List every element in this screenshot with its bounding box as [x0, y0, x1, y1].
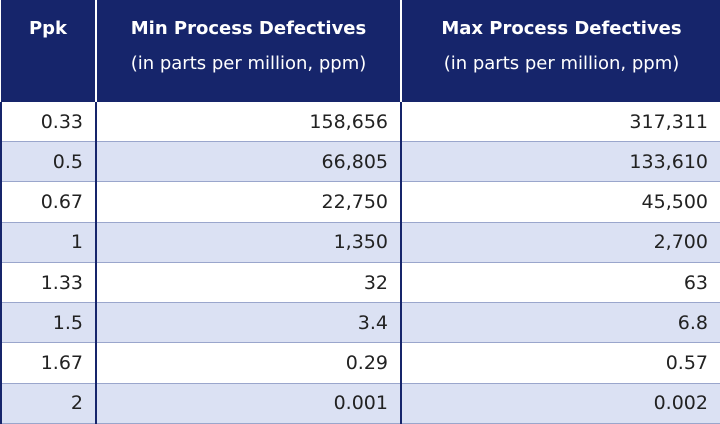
header-title: Max Process Defectives [441, 18, 682, 39]
table-cell: 66,805 [95, 141, 402, 183]
header-title: Ppk [28, 18, 68, 39]
table-cell: 1.67 [0, 342, 97, 384]
table-body: 0.33 158,656 317,311 0.5 66,805 133,610 0.67 22… [0, 102, 720, 424]
header-cell: Min Process Defectives (in parts per mill… [96, 0, 402, 102]
table-row: 0.5 66,805 133,610 [0, 141, 720, 183]
table-cell: 158,656 [95, 102, 402, 143]
table-cell: 0.5 [0, 141, 97, 183]
table-row: 0.67 22,750 45,500 [0, 181, 720, 223]
table-row: 2 0.001 0.002 [0, 383, 720, 424]
table-cell: 2 [0, 383, 97, 424]
table-row: 1.33 32 63 [0, 262, 720, 304]
header-subtitle: (in parts per million, ppm) [443, 53, 680, 74]
table-cell: 0.29 [95, 342, 402, 384]
table-cell: 45,500 [400, 181, 720, 223]
table-cell: 22,750 [95, 181, 402, 223]
table-cell: 0.002 [400, 383, 720, 424]
table-cell: 1,350 [95, 222, 402, 263]
table-cell: 317,311 [400, 102, 720, 143]
header-cell: Max Process Defectives (in parts per mill… [401, 0, 720, 102]
table-cell: 2,700 [400, 222, 720, 263]
table-cell: 3.4 [95, 302, 402, 344]
table-row: 1.67 0.29 0.57 [0, 342, 720, 384]
header-title: Min Process Defectives [130, 18, 367, 39]
table-cell: 0.001 [95, 383, 402, 424]
table-cell: 1.5 [0, 302, 97, 344]
table-cell: 133,610 [400, 141, 720, 183]
table-cell: 32 [95, 262, 402, 304]
table-row: 1 1,350 2,700 [0, 222, 720, 263]
table-cell: 0.33 [0, 102, 97, 143]
table-cell: 1.33 [0, 262, 97, 304]
header-cell: Ppk [1, 0, 97, 102]
table-cell: 0.67 [0, 181, 97, 223]
table-row: 0.33 158,656 317,311 [0, 102, 720, 143]
header-row: Ppk Min Process Defectives (in parts per m… [1, 0, 720, 102]
table-cell: 63 [400, 262, 720, 304]
table-cell: 6.8 [400, 302, 720, 344]
table-cell: 1 [0, 222, 97, 263]
header-subtitle: (in parts per million, ppm) [130, 53, 367, 74]
table-row: 1.5 3.4 6.8 [0, 302, 720, 344]
table-cell: 0.57 [400, 342, 720, 384]
